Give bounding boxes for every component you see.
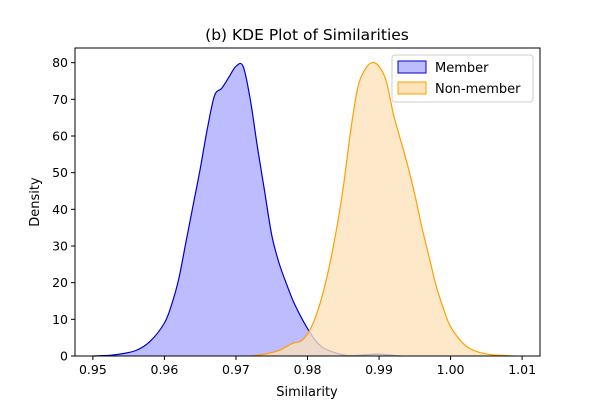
y-tick-label: 50 [52,165,68,180]
series-area-member [92,63,401,357]
x-tick-label: 1.00 [437,362,465,377]
series-line-non-member [250,61,515,357]
x-tick-label: 0.95 [79,362,107,377]
y-tick-label: 70 [52,92,68,107]
series-layer [92,61,515,357]
y-tick-label: 80 [52,55,68,70]
y-tick-label: 60 [52,129,68,144]
legend-swatch-non-member [397,81,427,95]
y-tick-label: 30 [52,239,68,254]
x-tick-label: 1.01 [508,362,536,377]
y-tick-label: 40 [52,202,68,217]
x-tick-label: 0.96 [151,362,179,377]
y-tick-label: 10 [52,312,68,327]
legend-swatch-member [397,60,427,74]
x-axis-ticks: 0.95 0.96 0.97 0.98 0.99 1.00 1.01 [79,356,536,377]
x-tick-label: 0.97 [222,362,250,377]
y-tick-label: 20 [52,275,68,290]
y-axis-ticks: 0 10 20 30 40 50 60 70 80 [52,55,75,364]
chart-title: (b) KDE Plot of Similarities [205,26,409,44]
x-tick-label: 0.99 [365,362,393,377]
legend: Member Non-member [391,54,534,103]
legend-box [391,54,534,103]
y-tick-label: 0 [60,349,68,364]
x-axis-label: Similarity [276,385,338,400]
legend-label-member: Member [435,61,489,76]
x-tick-label: 0.98 [294,362,322,377]
y-axis-label: Density [28,177,43,227]
series-area-non-member [250,62,515,357]
legend-label-non-member: Non-member [435,82,521,97]
